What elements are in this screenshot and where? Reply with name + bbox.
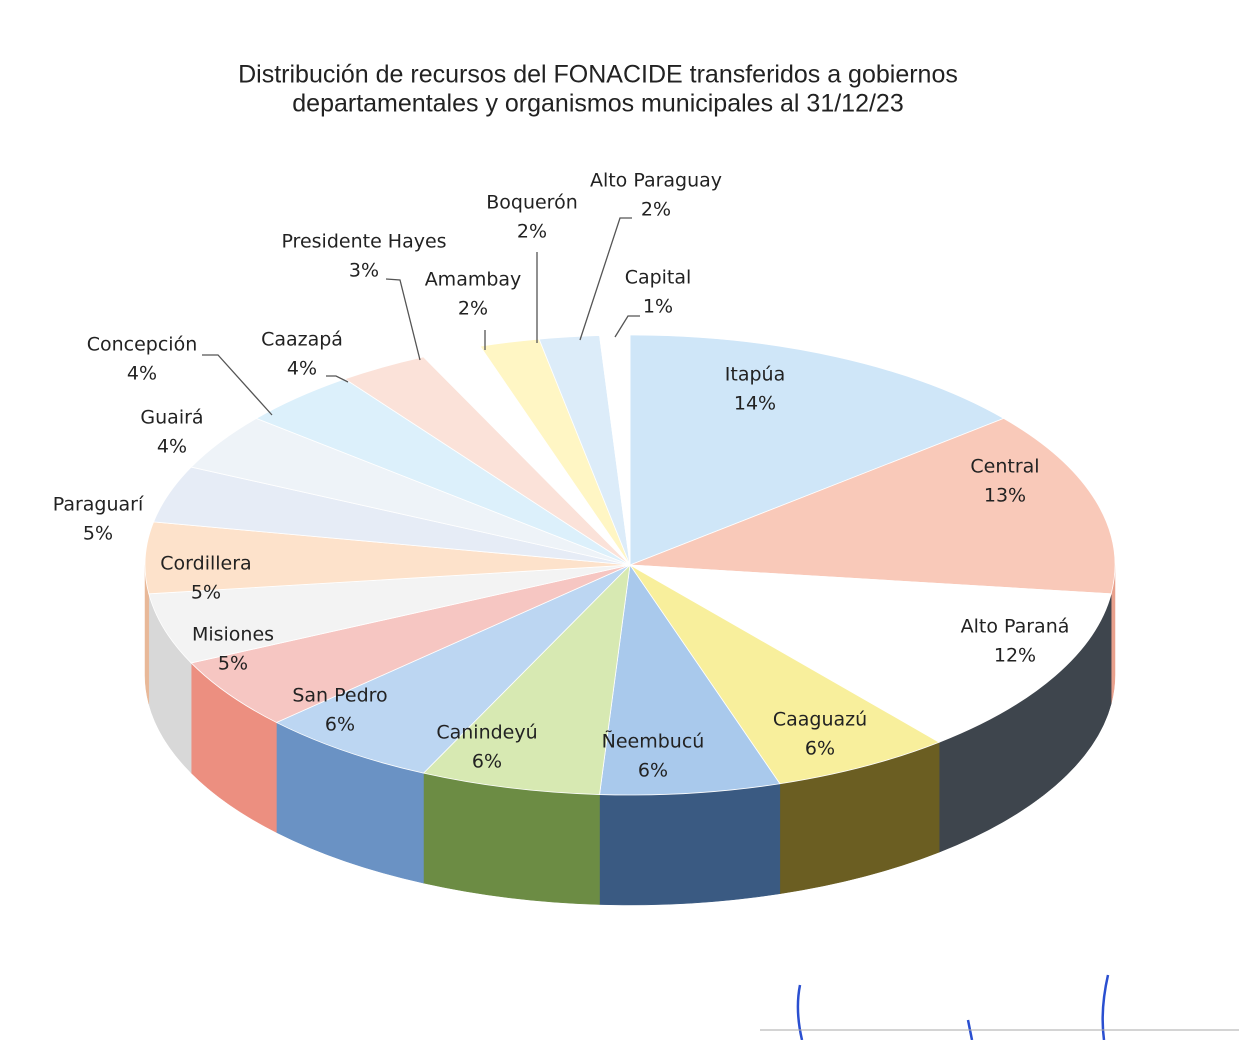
value-label: 5%: [83, 523, 113, 545]
category-label: Alto Paraguay: [590, 170, 722, 192]
value-label: 6%: [805, 738, 835, 760]
pie-sides: [144, 564, 1116, 906]
category-label: Amambay: [425, 269, 522, 291]
value-label: 6%: [325, 714, 355, 736]
category-label: Misiones: [192, 624, 274, 646]
slice: [629, 564, 1112, 743]
slice: [629, 564, 941, 785]
leader-line: [579, 217, 632, 341]
category-label: Cordillera: [160, 553, 251, 575]
value-label: 12%: [994, 645, 1036, 667]
slice: [422, 563, 631, 795]
slice: [599, 334, 631, 566]
category-label: Capital: [625, 267, 692, 289]
leader-line: [202, 354, 273, 416]
category-label: Caaguazú: [773, 709, 867, 731]
value-label: 13%: [984, 485, 1026, 507]
value-label: 14%: [734, 393, 776, 415]
leader-line: [614, 315, 640, 338]
category-label: Presidente Hayes: [281, 231, 446, 253]
category-label: Concepción: [87, 334, 198, 356]
slice: [144, 521, 631, 595]
category-label: Canindeyú: [436, 722, 537, 744]
category-label: Caazapá: [261, 329, 343, 351]
chart-title: Distribución de recursos del FONACIDE tr…: [238, 61, 958, 89]
chart-title: departamentales y organismos municipales…: [292, 90, 903, 118]
leader-line: [326, 375, 349, 383]
leader-lines: [202, 217, 640, 416]
value-label: 6%: [638, 760, 668, 782]
value-label: 5%: [191, 582, 221, 604]
slice: [629, 334, 1005, 566]
value-label: 2%: [641, 199, 671, 221]
value-label: 4%: [287, 358, 317, 380]
value-label: 2%: [458, 298, 488, 320]
value-label: 2%: [517, 221, 547, 243]
slice: [148, 564, 631, 664]
category-label: Central: [970, 456, 1039, 478]
slice: [190, 564, 631, 723]
slice: [629, 417, 1116, 595]
slice: [275, 564, 631, 774]
category-label: Ñeembucú: [602, 730, 705, 753]
value-label: 6%: [472, 751, 502, 773]
value-label: 5%: [218, 653, 248, 675]
category-label: Boquerón: [486, 192, 578, 214]
category-label: Guairá: [140, 407, 203, 429]
slice-side: [599, 783, 781, 906]
data-labels: Itapúa 14% Central 13% Alto Paraná 12% Caaguaz…: [53, 170, 1070, 782]
category-label: Itapúa: [725, 364, 785, 386]
category-label: Paraguarí: [53, 494, 144, 516]
pie-tops: [144, 334, 1116, 796]
category-label: Alto Paraná: [961, 616, 1070, 638]
value-label: 3%: [349, 260, 379, 282]
value-label: 1%: [643, 296, 673, 318]
slice: [599, 563, 781, 796]
category-label: San Pedro: [292, 685, 387, 707]
leader-line: [385, 278, 421, 361]
value-label: 4%: [127, 363, 157, 385]
value-label: 4%: [157, 436, 187, 458]
